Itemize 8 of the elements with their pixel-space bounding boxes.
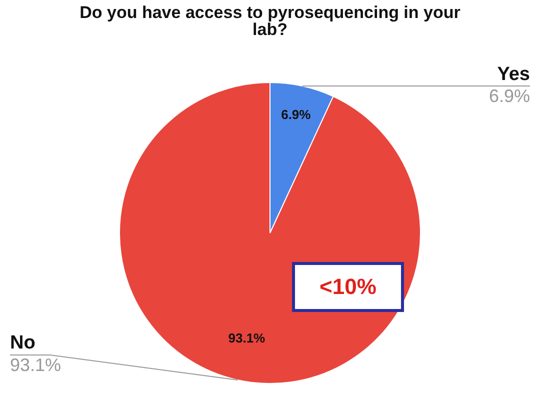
- text: 93.1%: [10, 354, 62, 375]
- chart-title: Do you have access to pyrosequencing in your lab?: [78, 3, 462, 39]
- text: <10%: [292, 262, 404, 312]
- slice-label: Yes: [497, 64, 530, 85]
- text: 6.9%: [488, 86, 530, 106]
- data-label: 6.9%: [281, 106, 312, 122]
- data-label: 93.1%: [228, 330, 266, 346]
- slice-label: No: [10, 332, 36, 354]
